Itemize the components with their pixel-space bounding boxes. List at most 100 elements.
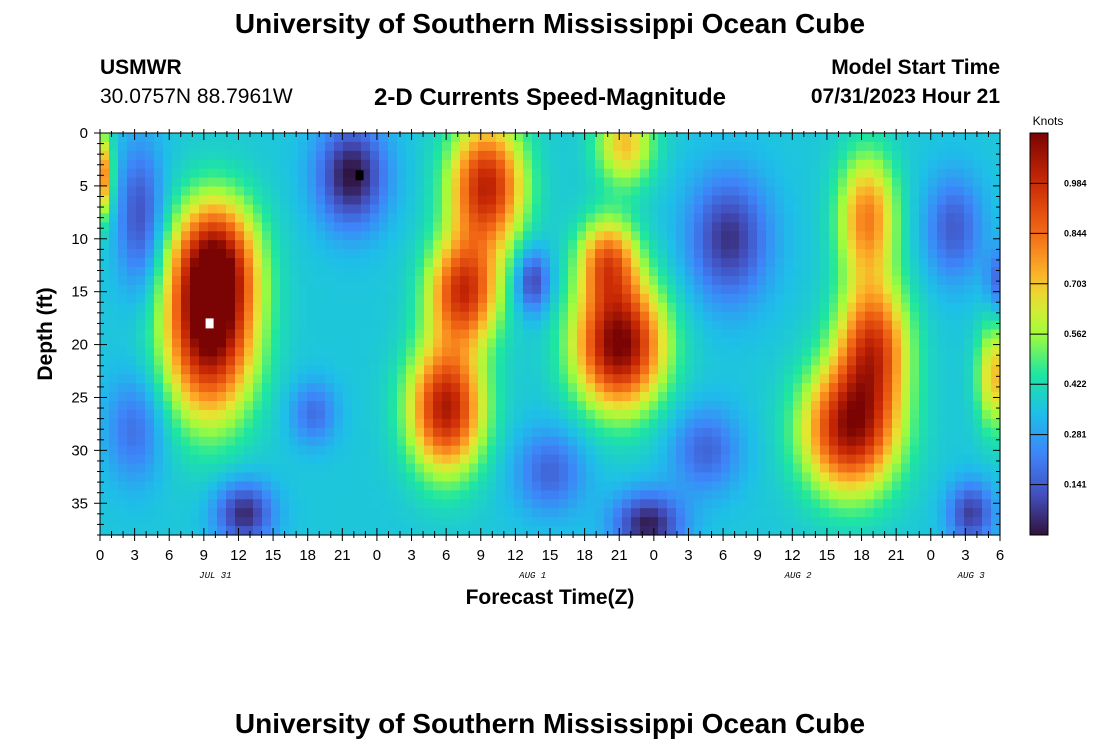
heatmap-cell [919, 240, 929, 250]
heatmap-cell [469, 302, 479, 313]
heatmap-cell [802, 365, 812, 375]
heatmap-cell [181, 222, 191, 232]
heatmap-cell [793, 141, 803, 152]
heatmap-cell [757, 213, 767, 223]
heatmap-cell [784, 222, 794, 232]
heatmap-cell [919, 374, 929, 384]
heatmap-cell [532, 463, 542, 474]
heatmap-cell [991, 133, 1001, 143]
heatmap-cell [424, 526, 434, 536]
heatmap-cell [541, 284, 551, 295]
heatmap-cell [676, 445, 686, 456]
heatmap-cell [919, 338, 929, 348]
heatmap-cell [586, 338, 596, 348]
heatmap-cell [622, 186, 632, 197]
heatmap-cell [586, 302, 596, 313]
heatmap-cell [190, 365, 200, 375]
heatmap-cell [991, 347, 1001, 357]
heatmap-cell [208, 150, 218, 161]
heatmap-cell [136, 249, 146, 259]
heatmap-cell [145, 418, 155, 429]
heatmap-cell [991, 195, 1001, 206]
heatmap-cell [811, 141, 821, 152]
heatmap-cell [343, 177, 353, 188]
heatmap-cell [109, 267, 119, 277]
heatmap-cell [874, 302, 884, 313]
heatmap-cell [991, 186, 1001, 197]
heatmap-cell [973, 347, 983, 357]
heatmap-cell [226, 302, 236, 313]
heatmap-cell [568, 249, 578, 259]
heatmap-cell [856, 472, 866, 482]
heatmap-cell [541, 133, 551, 143]
heatmap-cell [541, 463, 551, 474]
heatmap-cell [946, 293, 956, 304]
heatmap-cell [631, 240, 641, 250]
heatmap-cell [514, 374, 524, 384]
heatmap-cell [388, 240, 398, 250]
heatmap-cell [424, 275, 434, 286]
heatmap-cell [658, 436, 668, 447]
heatmap-cell [973, 445, 983, 456]
heatmap-cell [586, 141, 596, 152]
heatmap-cell [307, 418, 317, 429]
heatmap-cell [190, 526, 200, 536]
heatmap-cell [910, 472, 920, 482]
heatmap-cell [541, 302, 551, 313]
heatmap-cell [865, 293, 875, 304]
heatmap-cell [685, 499, 695, 509]
heatmap-cell [514, 499, 524, 509]
heatmap-cell [226, 392, 236, 402]
heatmap-cell [559, 195, 569, 206]
heatmap-cell [541, 141, 551, 152]
heatmap-cell [307, 311, 317, 322]
heatmap-cell [379, 168, 389, 179]
heatmap-cell [145, 392, 155, 402]
heatmap-cell [640, 418, 650, 429]
heatmap-cell [847, 472, 857, 482]
heatmap-cell [280, 356, 290, 366]
heatmap-cell [982, 427, 992, 438]
heatmap-cell [613, 222, 623, 232]
heatmap-cell [370, 249, 380, 259]
heatmap-cell [127, 249, 137, 259]
heatmap-cell [802, 445, 812, 456]
heatmap-cell [253, 427, 263, 438]
heatmap-cell [442, 499, 452, 509]
x-tick-label: 15 [542, 547, 559, 564]
heatmap-cell [244, 311, 254, 322]
heatmap-cell [847, 195, 857, 206]
heatmap-cell [838, 517, 848, 527]
heatmap-cell [829, 338, 839, 348]
heatmap-cell [361, 204, 371, 214]
heatmap-cell [379, 338, 389, 348]
heatmap-cell [478, 133, 488, 143]
heatmap-cell [451, 150, 461, 161]
heatmap-cell [685, 231, 695, 241]
heatmap-cell [568, 374, 578, 384]
heatmap-cell [370, 481, 380, 491]
heatmap-cell [289, 392, 299, 402]
heatmap-cell [298, 365, 308, 375]
heatmap-cell [685, 168, 695, 179]
heatmap-cell [154, 427, 164, 438]
heatmap-cell [613, 177, 623, 188]
heatmap-cell [262, 356, 272, 366]
heatmap-cell [865, 508, 875, 518]
heatmap-cell [154, 204, 164, 214]
heatmap-cell [433, 436, 443, 447]
heatmap-cell [316, 472, 326, 482]
heatmap-cell [325, 222, 335, 232]
heatmap-cell [964, 427, 974, 438]
heatmap-cell [451, 141, 461, 152]
heatmap-cell [217, 293, 227, 304]
heatmap-cell [955, 141, 965, 152]
heatmap-cell [973, 383, 983, 393]
heatmap-cells [100, 133, 1001, 536]
heatmap-cell [982, 329, 992, 340]
heatmap-cell [163, 454, 173, 465]
heatmap-cell [181, 409, 191, 420]
heatmap-cell [955, 258, 965, 268]
heatmap-cell [685, 445, 695, 456]
heatmap-cell [640, 186, 650, 197]
